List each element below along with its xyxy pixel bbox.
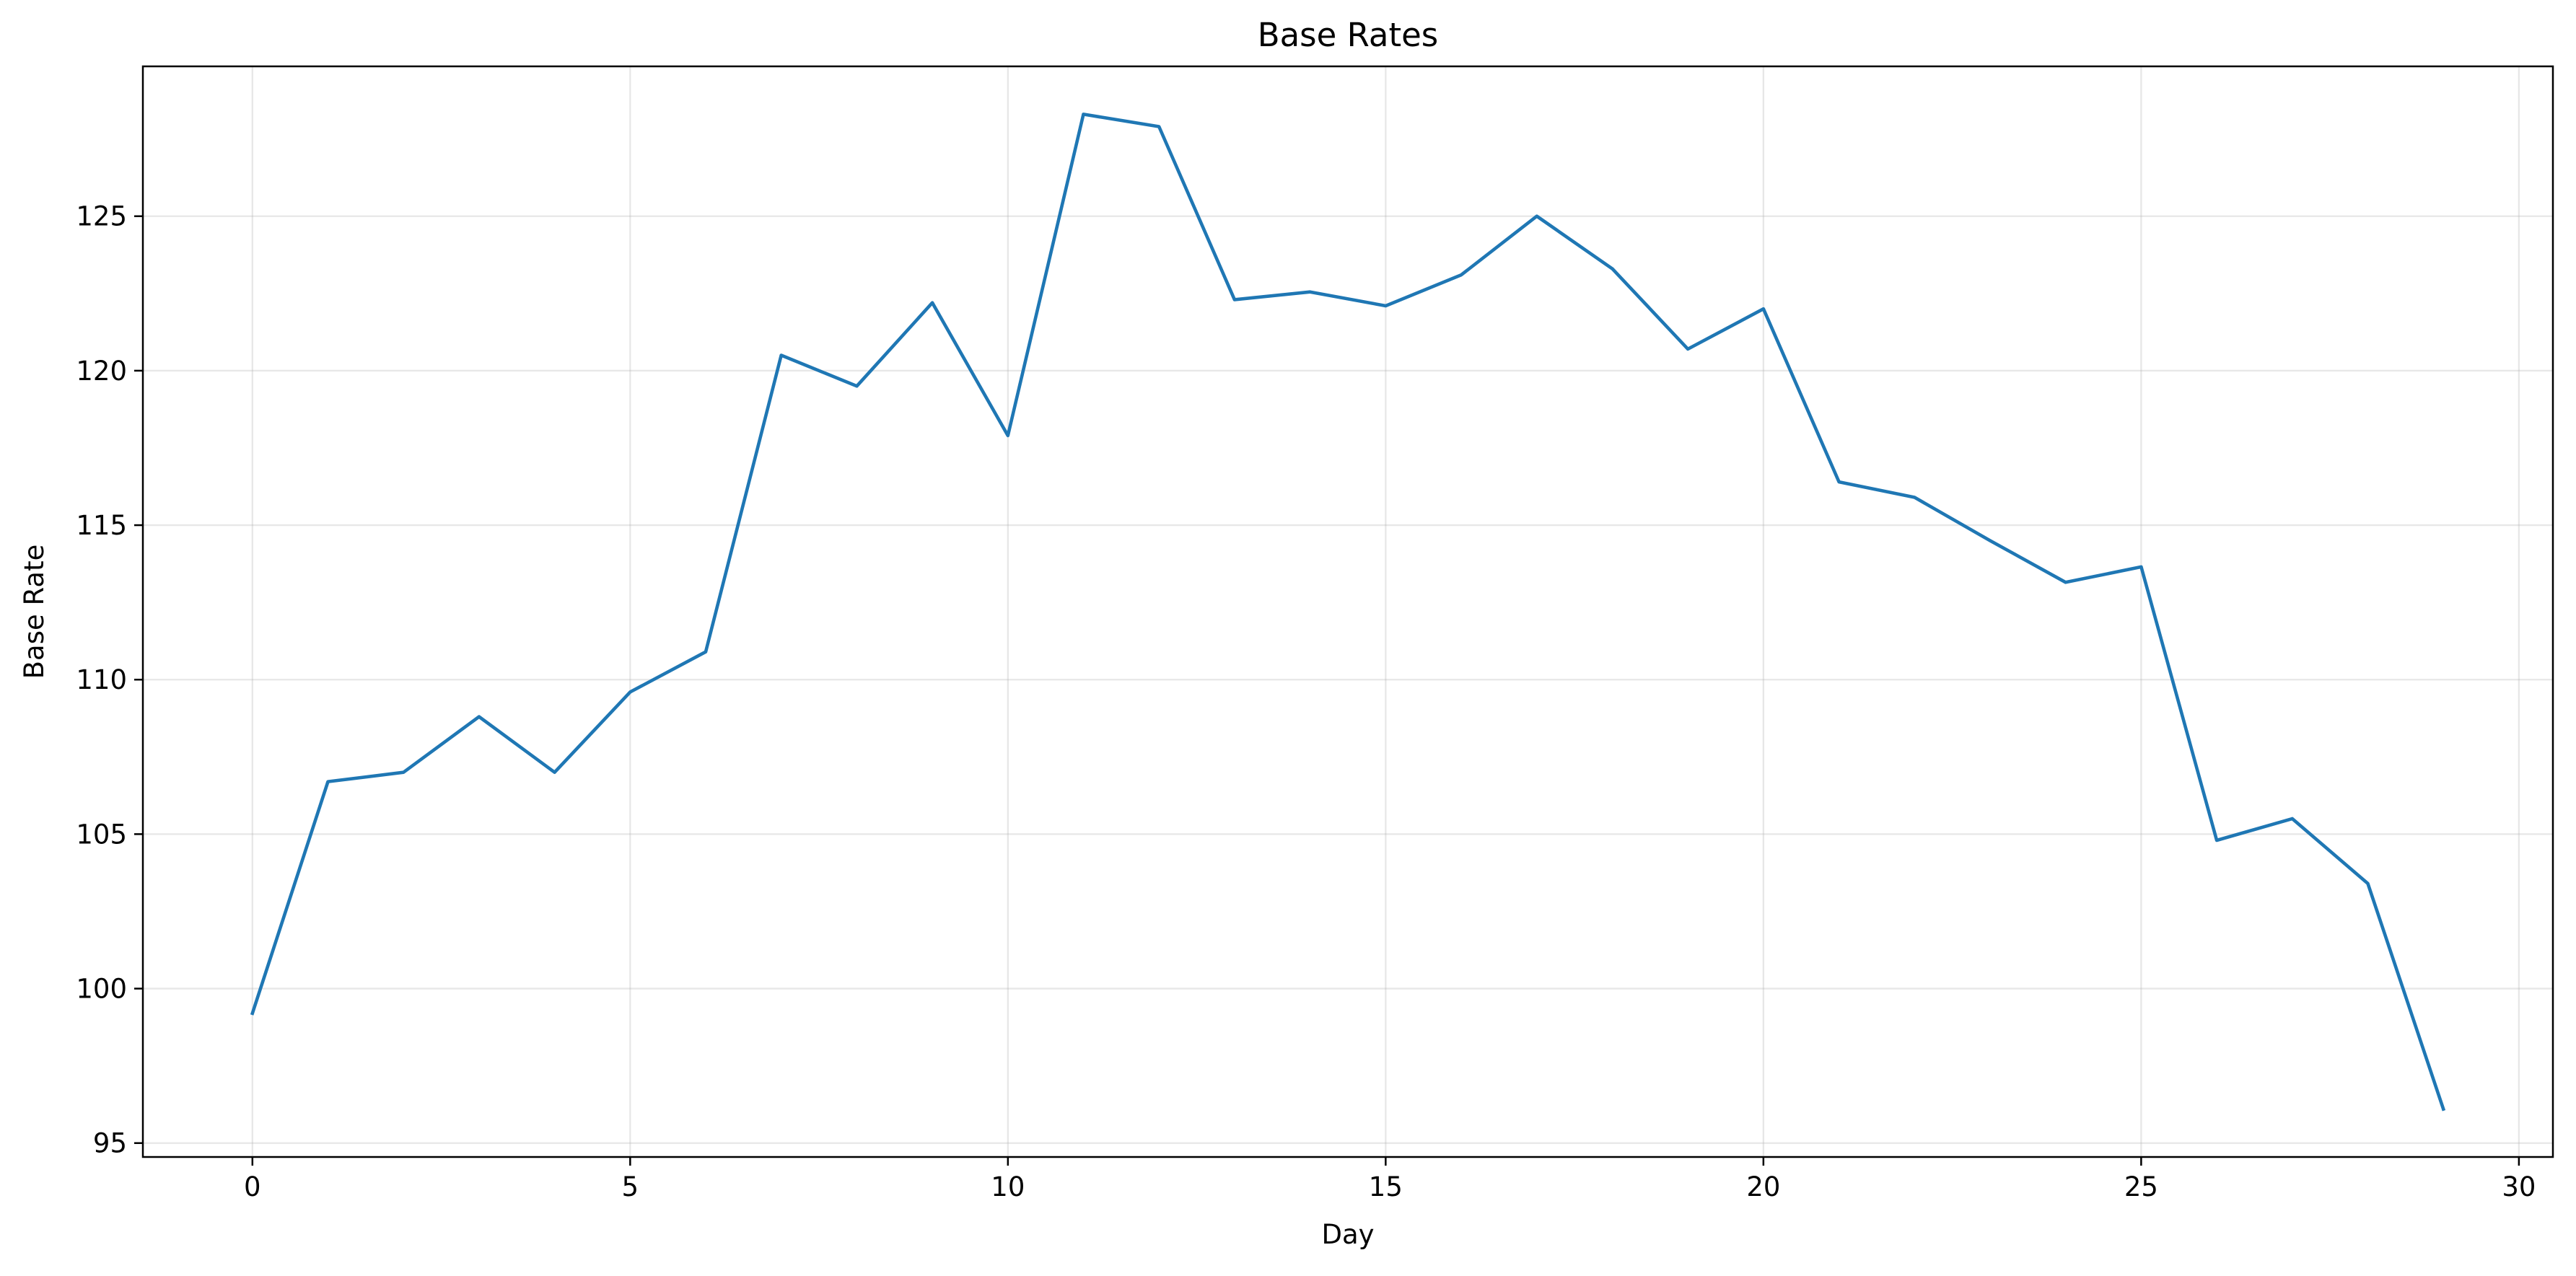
y-tick-label: 120 (76, 356, 127, 387)
x-tick-label: 25 (2124, 1171, 2158, 1202)
y-tick-label: 110 (76, 664, 127, 695)
y-axis-label: Base Rate (19, 545, 50, 679)
x-tick-label: 30 (2502, 1171, 2536, 1202)
x-tick-label: 5 (622, 1171, 639, 1202)
x-axis-label: Day (1321, 1219, 1374, 1250)
y-tick-label: 125 (76, 201, 127, 232)
series-layer (250, 113, 2446, 1112)
x-tick-label: 20 (1746, 1171, 1780, 1202)
y-tick-label: 100 (76, 974, 127, 1005)
y-axis-ticks: 95 100 105 110 115 120 125 (76, 201, 143, 1159)
x-axis-ticks: 0 5 10 15 20 25 30 (244, 1157, 2536, 1202)
x-tick-label: 0 (244, 1171, 261, 1202)
x-tick-label: 10 (991, 1171, 1025, 1202)
y-tick-label: 95 (93, 1128, 127, 1159)
y-tick-label: 115 (76, 510, 127, 541)
y-tick-label: 105 (76, 819, 127, 850)
x-tick-label: 15 (1369, 1171, 1403, 1202)
plot-frame (141, 65, 2554, 1158)
chart-title: Base Rates (1258, 16, 1439, 54)
series-line-0 (250, 113, 2446, 1112)
grid (143, 66, 2553, 1157)
